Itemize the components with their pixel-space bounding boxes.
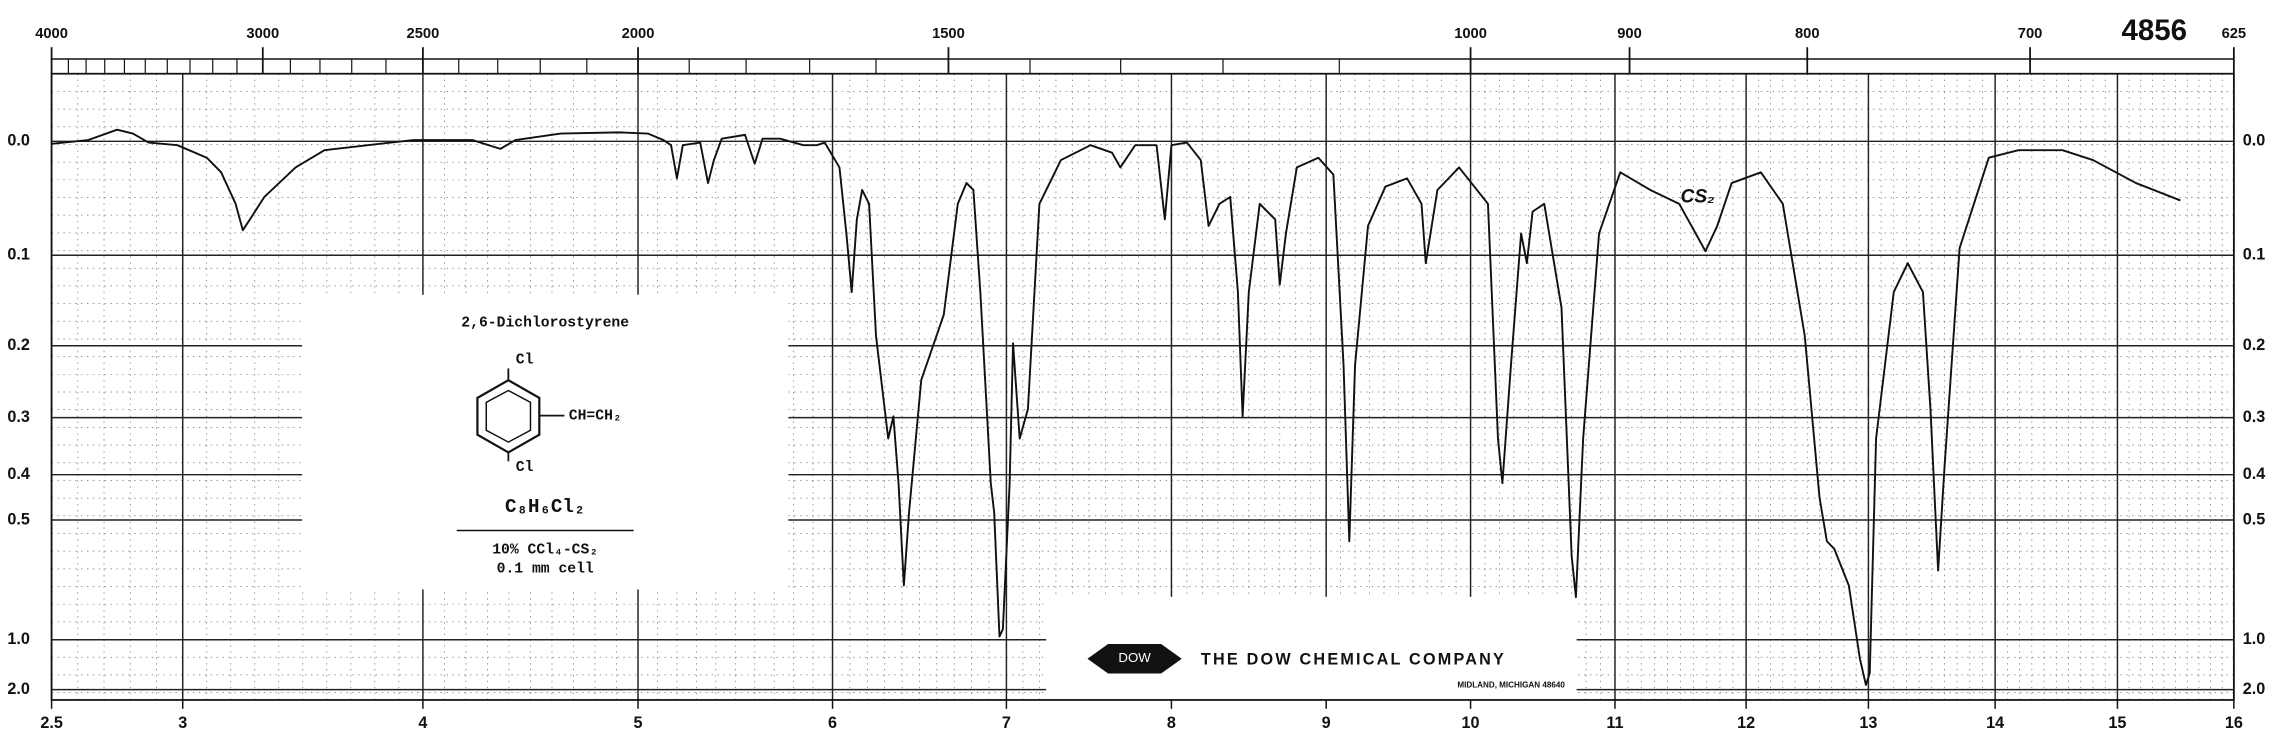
y2-tick-label: 0.3 [2243,408,2266,426]
y-tick-label: 0.0 [7,132,30,150]
benzene-inner [485,389,532,443]
x2-tick-label: 1500 [932,26,965,42]
logo-text: DOW [1118,650,1151,665]
address: MIDLAND, MICHIGAN 48640 [1457,680,1565,689]
x-tick-label: 10 [1462,714,1480,732]
cell: 0.1 mm cell [497,562,594,578]
company: THE DOW CHEMICAL COMPANY [1201,650,1506,668]
y-tick-label: 0.1 [7,246,30,264]
chart-number: 4856 [2121,14,2187,47]
x-tick-label: 13 [1859,714,1877,732]
x-tick-label: 9 [1322,714,1331,732]
substituent: CH=CH₂ [569,408,622,424]
x2-tick-label: 3000 [246,26,279,42]
x-tick-label: 6 [828,714,837,732]
plot-frame [50,72,2235,701]
x2-tick-label: 625 [2222,26,2247,42]
spectrum-line [51,128,2181,686]
x-tick-label: 8 [1167,714,1176,732]
x-tick-label: 4 [418,714,427,732]
y-tick-label: 0.5 [7,510,30,528]
substituent: Cl [516,460,534,476]
x2-tick-label: 2000 [622,26,655,42]
y-tick-label: 0.4 [7,465,30,483]
label-box [302,294,789,590]
x-tick-label: 7 [1002,714,1011,732]
x-tick-label: 16 [2225,714,2243,732]
logo-mark [1087,643,1182,674]
formula: C₈H₆Cl₂ [505,496,585,518]
substituent: Cl [516,352,534,368]
y2-tick-label: 0.5 [2243,510,2266,528]
x-tick-label: 12 [1737,714,1755,732]
y-tick-label: 0.3 [7,408,30,426]
y2-tick-label: 0.1 [2243,246,2266,264]
y-tick-label: 0.2 [7,336,30,354]
x-tick-label: 14 [1986,714,2004,732]
x-tick-label: 3 [178,714,187,732]
y2-tick-label: 0.0 [2243,132,2266,150]
x-tick-label: 2.5 [40,714,63,732]
y2-tick-label: 1.0 [2243,630,2266,648]
x-tick-label: 5 [634,714,643,732]
sample: 10% CCl₄-CS₂ [492,543,598,559]
x-tick-label: 11 [1606,714,1623,732]
solvent-band: CS₂ [1681,187,1715,208]
y2-tick-label: 0.4 [2243,465,2266,483]
x2-tick-label: 4000 [35,26,68,42]
y2-tick-label: 0.2 [2243,336,2266,354]
axes: 2.5 3 4 5 6 7 8 9 10 11 12 13 14 15 16 4000 3000 2500 2000… [7,26,2265,732]
x2-tick-label: 900 [1617,26,1642,42]
y-tick-label: 2.0 [7,680,30,698]
x2-tick-label: 700 [2018,26,2043,42]
x-tick-label: 15 [2108,714,2126,732]
x2-tick-label: 1000 [1454,26,1487,42]
x2-tick-label: 2500 [407,26,440,42]
y2-tick-label: 2.0 [2243,680,2266,698]
y-tick-label: 1.0 [7,630,30,648]
x2-tick-label: 800 [1795,26,1820,42]
chart-title: 2,6-Dichlorostyrene [461,316,629,332]
